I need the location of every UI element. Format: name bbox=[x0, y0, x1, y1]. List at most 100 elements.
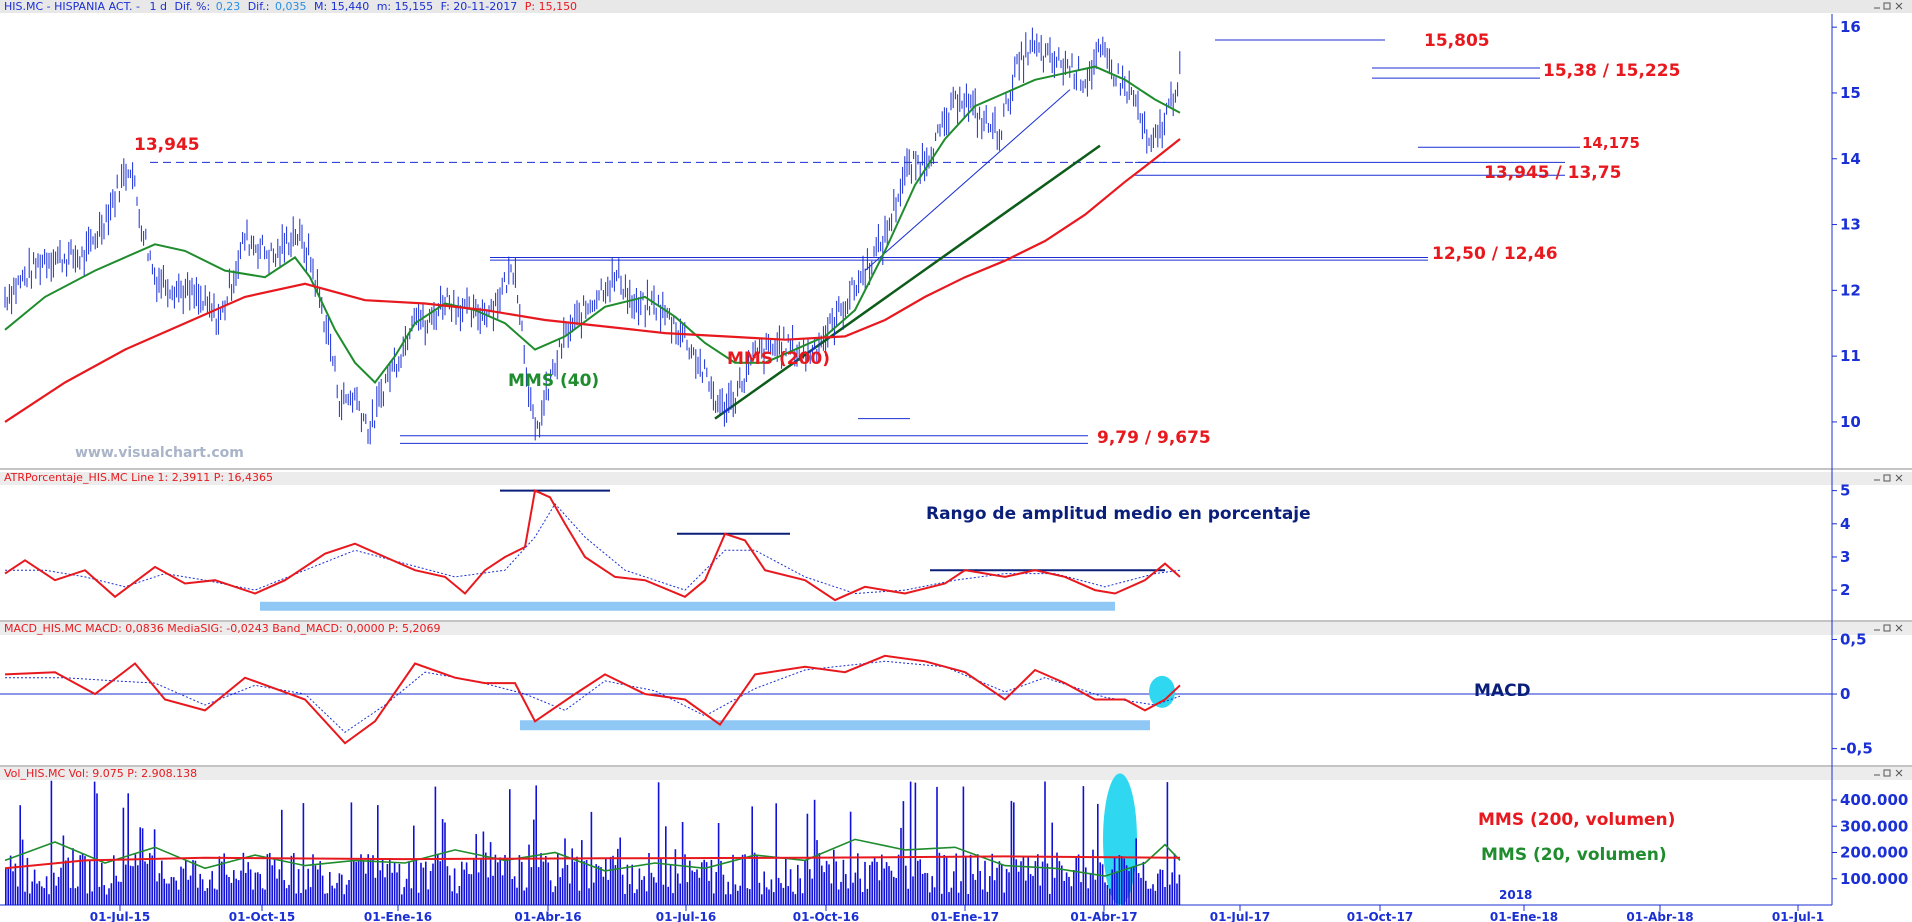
volume-bar bbox=[595, 864, 597, 905]
volume-bar bbox=[847, 888, 849, 905]
volume-bar bbox=[182, 868, 185, 905]
x-tick-label: 01-Jul-16 bbox=[656, 910, 716, 922]
volume-bar bbox=[297, 869, 300, 905]
panel-window-controls[interactable] bbox=[1874, 769, 1903, 777]
volume-bar bbox=[1046, 863, 1049, 905]
vol-ytick: 100.000 bbox=[1840, 870, 1908, 888]
volume-bar bbox=[883, 868, 885, 905]
volume-bar bbox=[979, 871, 981, 905]
volume-bar bbox=[449, 875, 451, 905]
volume-bar bbox=[470, 874, 473, 905]
volume-bar bbox=[357, 860, 360, 905]
volume-bar bbox=[965, 855, 967, 905]
volume-bar bbox=[621, 874, 624, 905]
volume-bar bbox=[1135, 838, 1137, 905]
macd-line bbox=[4, 654, 1181, 745]
volume-bar bbox=[597, 865, 600, 905]
volume-bar bbox=[828, 864, 830, 905]
macd-panel-header: MACD_HIS.MC MACD: 0,0836 MediaSIG: -0,02… bbox=[4, 622, 440, 635]
x-tick-label: 01-Ene-16 bbox=[364, 910, 432, 922]
volume-bar bbox=[96, 793, 98, 905]
volume-bar bbox=[362, 861, 365, 905]
panel-window-controls[interactable] bbox=[1874, 474, 1903, 482]
volume-bar bbox=[398, 863, 401, 905]
volume-bar bbox=[821, 865, 823, 905]
volume-bar bbox=[631, 864, 633, 905]
volume-bar bbox=[1145, 880, 1147, 905]
volume-bar bbox=[1003, 892, 1005, 905]
volume-bar bbox=[924, 872, 926, 905]
volume-bar bbox=[1080, 882, 1082, 905]
volume-bar bbox=[533, 819, 535, 905]
sma200-line bbox=[4, 138, 1181, 423]
volume-bar bbox=[734, 884, 737, 905]
volume-bar bbox=[919, 859, 921, 905]
volume-bar bbox=[405, 878, 408, 905]
volume-bar bbox=[492, 875, 494, 905]
volume-bar bbox=[341, 874, 343, 905]
atr-ytick: 5 bbox=[1840, 482, 1850, 500]
volume-bar bbox=[1068, 876, 1070, 905]
window-controls[interactable] bbox=[1874, 2, 1903, 10]
volume-bar bbox=[499, 857, 501, 905]
atr-ytick: 4 bbox=[1840, 515, 1850, 533]
volume-bar bbox=[223, 853, 225, 905]
volume-bar bbox=[1140, 877, 1142, 905]
volume-bar bbox=[852, 882, 854, 905]
header-period: 1 d bbox=[149, 0, 166, 13]
volume-bar bbox=[12, 871, 14, 905]
volume-bar bbox=[242, 852, 245, 905]
volume-bar bbox=[715, 872, 717, 905]
volume-bar bbox=[993, 880, 996, 905]
volume-bar bbox=[809, 869, 811, 905]
volume-bar bbox=[698, 877, 701, 905]
volume-bar bbox=[741, 854, 744, 905]
volume-bar bbox=[168, 883, 170, 905]
volume-bar bbox=[581, 840, 583, 905]
price-ytick: 10 bbox=[1840, 413, 1861, 431]
volume-bar bbox=[295, 893, 297, 905]
volume-bar bbox=[1058, 861, 1061, 905]
volume-bar bbox=[518, 855, 521, 905]
volume-bar bbox=[691, 870, 693, 905]
volume-bar bbox=[895, 878, 897, 905]
volume-bar bbox=[554, 886, 557, 905]
volume-bar bbox=[144, 861, 146, 905]
volume-bar bbox=[48, 894, 50, 905]
panel-window-controls[interactable] bbox=[1874, 624, 1903, 632]
volume-bar bbox=[593, 882, 595, 905]
volume-bar bbox=[710, 859, 713, 905]
volume-bar bbox=[607, 879, 609, 905]
volume-bar bbox=[523, 890, 525, 905]
volume-bar bbox=[912, 876, 914, 905]
volume-bar bbox=[998, 861, 1001, 905]
volume-bar bbox=[753, 852, 756, 905]
header-dif-label: Dif.: bbox=[248, 0, 270, 13]
volume-bar bbox=[504, 855, 506, 905]
volume-bar bbox=[953, 871, 955, 905]
volume-bar bbox=[633, 893, 636, 905]
volume-bar bbox=[461, 861, 463, 905]
volume-bar bbox=[758, 882, 761, 905]
volume-bar bbox=[230, 882, 233, 905]
volume-bar bbox=[739, 885, 741, 905]
volume-bar bbox=[873, 857, 876, 905]
volume-bar bbox=[720, 860, 722, 905]
volume-bar bbox=[516, 887, 518, 905]
volume-bar bbox=[170, 877, 173, 905]
volume-bar bbox=[833, 849, 835, 905]
vol-ytick: 300.000 bbox=[1840, 817, 1908, 835]
volume-bar bbox=[132, 866, 134, 905]
x-tick-label: 01-Abr-18 bbox=[1626, 910, 1693, 922]
volume-bar bbox=[602, 876, 605, 905]
header-date: F: 20-11-2017 bbox=[441, 0, 518, 13]
volume-bar bbox=[866, 888, 869, 905]
volume-bar bbox=[372, 855, 374, 905]
volume-bar bbox=[1094, 879, 1097, 905]
volume-bar bbox=[324, 893, 326, 905]
volume-bar bbox=[1171, 872, 1173, 905]
volume-bar bbox=[573, 861, 576, 905]
volume-bar bbox=[650, 872, 653, 905]
volume-bar bbox=[653, 877, 655, 905]
